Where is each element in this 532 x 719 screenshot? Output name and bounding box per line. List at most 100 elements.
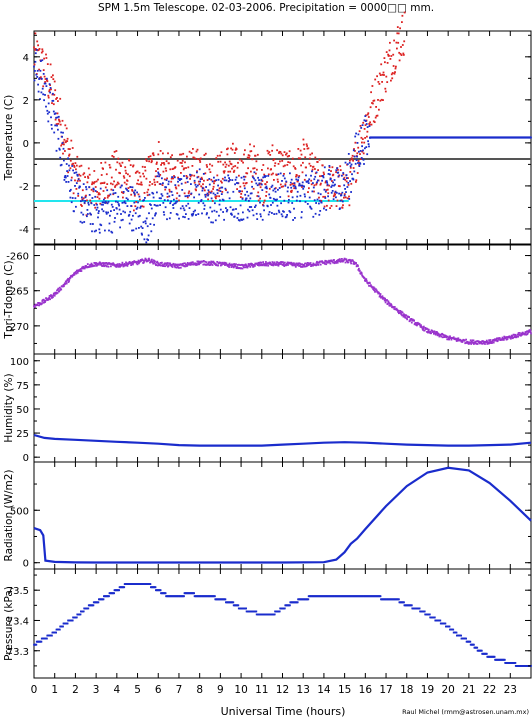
data-point bbox=[294, 264, 297, 266]
data-point bbox=[218, 203, 221, 206]
data-point bbox=[237, 604, 240, 607]
data-point bbox=[181, 160, 184, 162]
data-point bbox=[91, 183, 93, 186]
data-point bbox=[90, 262, 93, 265]
data-point bbox=[223, 218, 225, 221]
data-point bbox=[75, 616, 78, 619]
data-point bbox=[185, 265, 188, 267]
data-point bbox=[385, 51, 388, 53]
data-point bbox=[367, 116, 370, 118]
data-point bbox=[84, 176, 86, 178]
data-point bbox=[103, 181, 106, 184]
data-point bbox=[48, 111, 51, 114]
data-point bbox=[386, 62, 389, 64]
data-point bbox=[329, 262, 332, 265]
data-point bbox=[231, 208, 234, 211]
data-point bbox=[182, 152, 185, 155]
data-point bbox=[288, 155, 290, 157]
data-point bbox=[52, 294, 55, 297]
data-point bbox=[153, 181, 156, 184]
data-point bbox=[208, 191, 210, 193]
data-point bbox=[164, 167, 167, 170]
data-point bbox=[332, 181, 334, 184]
data-point bbox=[80, 211, 83, 214]
data-point bbox=[331, 166, 334, 169]
data-point bbox=[160, 193, 163, 195]
data-point bbox=[330, 205, 333, 207]
data-point bbox=[128, 213, 131, 216]
data-point bbox=[323, 166, 326, 169]
data-point bbox=[484, 343, 486, 345]
data-point bbox=[375, 106, 377, 108]
data-point bbox=[61, 135, 63, 138]
data-point bbox=[162, 152, 164, 155]
data-point bbox=[273, 261, 276, 264]
data-point bbox=[34, 48, 36, 51]
data-point bbox=[157, 173, 160, 175]
data-point bbox=[121, 263, 124, 266]
data-point bbox=[335, 196, 337, 199]
data-point bbox=[85, 214, 88, 217]
data-point bbox=[137, 261, 139, 264]
data-point bbox=[247, 194, 250, 197]
data-point bbox=[286, 155, 289, 158]
data-point bbox=[167, 152, 169, 155]
data-point bbox=[264, 263, 267, 265]
data-point bbox=[422, 325, 425, 328]
data-point bbox=[242, 182, 245, 185]
data-point bbox=[203, 179, 205, 182]
data-point bbox=[439, 619, 442, 622]
data-point bbox=[34, 48, 37, 50]
data-point bbox=[143, 199, 145, 201]
data-point bbox=[323, 261, 326, 264]
data-point bbox=[249, 143, 251, 146]
data-point bbox=[183, 175, 185, 177]
data-point bbox=[256, 168, 258, 171]
data-point bbox=[163, 199, 166, 201]
data-point bbox=[371, 85, 374, 87]
data-point bbox=[188, 190, 191, 193]
data-point bbox=[231, 263, 234, 266]
data-point bbox=[222, 163, 225, 166]
data-point bbox=[170, 190, 173, 193]
data-point bbox=[303, 185, 305, 188]
data-point bbox=[238, 174, 240, 177]
data-point bbox=[369, 121, 371, 124]
data-point bbox=[211, 164, 214, 167]
data-point bbox=[261, 169, 263, 171]
data-point bbox=[244, 182, 247, 185]
data-point bbox=[190, 183, 192, 185]
data-point bbox=[91, 263, 93, 266]
data-point bbox=[217, 189, 220, 192]
data-point bbox=[357, 269, 360, 271]
data-point bbox=[106, 183, 109, 185]
data-point bbox=[75, 272, 78, 275]
y-tick-label: 73.3 bbox=[7, 647, 29, 658]
data-point bbox=[465, 637, 467, 640]
data-point bbox=[123, 263, 126, 265]
data-point bbox=[64, 141, 67, 144]
data-point bbox=[432, 330, 435, 333]
data-point bbox=[38, 77, 41, 80]
data-point bbox=[318, 261, 321, 264]
data-point bbox=[158, 175, 161, 178]
data-point bbox=[47, 298, 50, 301]
data-point bbox=[502, 339, 505, 341]
data-point bbox=[126, 180, 129, 182]
data-point bbox=[80, 268, 82, 270]
data-point bbox=[337, 185, 340, 187]
data-point bbox=[118, 162, 121, 165]
data-point bbox=[256, 195, 259, 197]
y-axis-label: Temperature (C) bbox=[3, 95, 15, 181]
data-point bbox=[155, 163, 158, 165]
data-point bbox=[300, 184, 302, 187]
data-point bbox=[83, 201, 86, 204]
data-point bbox=[185, 177, 188, 180]
data-point bbox=[154, 214, 156, 217]
data-point bbox=[335, 169, 338, 172]
data-point bbox=[444, 622, 447, 625]
data-point bbox=[348, 161, 351, 164]
data-point bbox=[171, 176, 173, 178]
data-point bbox=[219, 208, 222, 211]
data-point bbox=[104, 200, 107, 203]
